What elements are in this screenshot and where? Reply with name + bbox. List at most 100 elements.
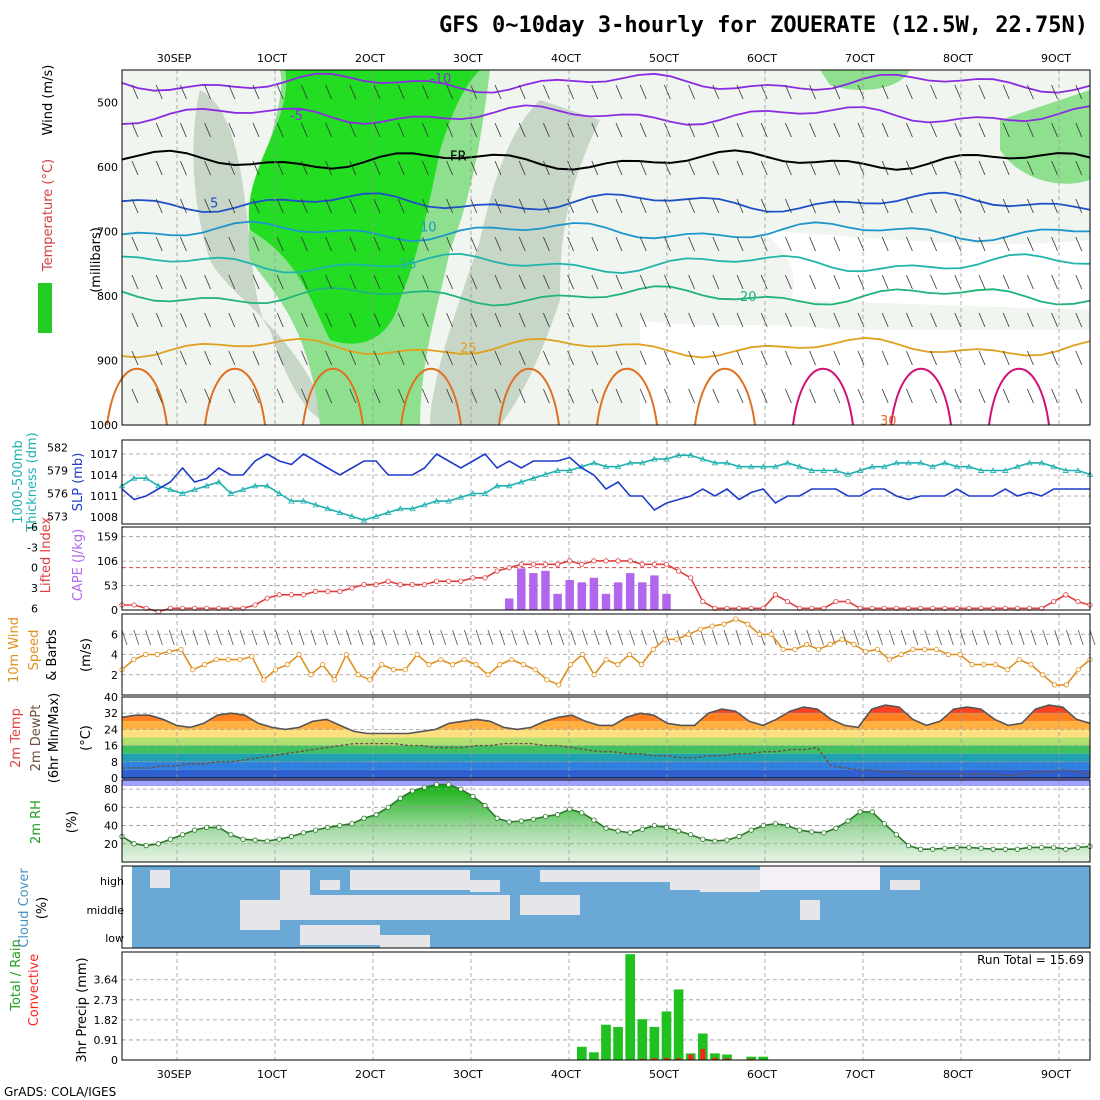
wind-barb	[518, 236, 526, 252]
rh-line-point	[760, 822, 766, 829]
lifted-index-line-point	[325, 588, 331, 594]
y-tick-pressure: 600	[97, 161, 118, 174]
wind-speed-line-point	[520, 662, 526, 668]
wind-barb	[971, 629, 978, 646]
wind-barb	[228, 350, 236, 366]
rh-line-point	[1026, 844, 1033, 851]
wind-barb	[881, 84, 889, 100]
wind-barb	[906, 350, 913, 366]
wind-speed-line-point	[343, 651, 349, 658]
lifted-index-line-point	[228, 605, 234, 611]
lifted-index-line-point	[530, 561, 537, 567]
wind-barb	[978, 84, 986, 100]
wind-speed-line-point	[320, 662, 326, 668]
cloud-row-label: high	[100, 875, 124, 888]
wind-speed-line-point	[863, 648, 869, 655]
wind-barb	[664, 122, 671, 138]
x-tick-bottom: 8OCT	[943, 1068, 973, 1081]
wind-barb	[494, 198, 502, 214]
wind-barb	[1075, 236, 1083, 252]
wind-barb	[954, 312, 962, 328]
wind-barb	[1051, 198, 1058, 214]
wind-panel-frame	[121, 613, 1091, 696]
slp-tick: 1014	[90, 469, 118, 482]
wind-barb	[591, 274, 599, 290]
wind-barb	[373, 160, 381, 176]
wind-barb	[664, 350, 671, 366]
wind-speed-line-point	[945, 651, 951, 658]
lifted-index-line-point	[1051, 598, 1057, 605]
x-tick-top: 7OCT	[845, 52, 875, 65]
wind-barb	[518, 84, 526, 100]
wind-barb	[688, 198, 695, 214]
wind-barb	[180, 84, 187, 100]
wind-barb	[906, 312, 913, 328]
wind-barb	[1027, 388, 1034, 404]
wind-barb	[954, 198, 962, 214]
wind-barb	[543, 198, 550, 214]
convective-bar	[688, 1054, 694, 1060]
wind-barb	[877, 629, 883, 646]
wind-barb	[833, 350, 841, 366]
li-tick: -6	[27, 521, 38, 534]
rh-line-point	[954, 844, 960, 851]
wind-speed-line-point	[721, 621, 727, 627]
lifted-index-line-point	[893, 605, 900, 611]
lifted-index-line-point	[361, 582, 367, 588]
wind-barb	[204, 236, 211, 252]
lifted-index-line-point	[603, 558, 609, 564]
cloud-clear-block	[800, 900, 820, 920]
y-axis-label: (millibars)	[89, 227, 104, 293]
wind-barb	[131, 350, 139, 366]
wind-barb	[785, 236, 792, 252]
lifted-index-line-point	[663, 561, 670, 567]
wind-barb	[275, 629, 281, 646]
wind-barb	[1075, 198, 1083, 214]
wind-barb	[131, 388, 139, 404]
x-tick-bottom: 1OCT	[257, 1068, 287, 1081]
wind-barb	[475, 629, 482, 646]
temp-band	[122, 753, 1090, 762]
wind-barb	[881, 198, 889, 214]
wind-speed-line-point	[627, 651, 633, 658]
wind-barb	[133, 629, 140, 646]
wind-barb	[228, 236, 236, 252]
wind-barb	[228, 274, 236, 290]
wind-barb	[1002, 198, 1010, 214]
wind-speed-line-point	[780, 646, 786, 653]
wind-barb	[615, 122, 623, 138]
convective-bar	[639, 1058, 645, 1060]
rh-line-point	[736, 833, 742, 840]
thickness-label-1: 1000-500mb	[11, 440, 26, 524]
precip-bar	[746, 1056, 757, 1060]
wind-barb	[121, 629, 128, 646]
rh-line-point	[845, 818, 851, 824]
rh-line-point	[542, 813, 549, 820]
wind-barb	[615, 388, 623, 404]
wind-barb	[906, 388, 913, 404]
wind-barb	[605, 629, 612, 646]
wind-tick: 4	[111, 649, 118, 662]
wind-speed-line-point	[886, 656, 892, 663]
precip-tick: 2.73	[94, 994, 119, 1007]
wind-barb	[252, 350, 260, 366]
wind-barb	[688, 122, 695, 138]
rh-line-point	[1051, 844, 1057, 851]
wind-barb	[906, 84, 913, 100]
wind-barb	[959, 629, 966, 646]
wind-speed-line-point	[638, 662, 645, 668]
wind-barb	[1002, 160, 1010, 176]
wind-barb	[204, 312, 211, 328]
lifted-index-line-point	[542, 561, 549, 567]
wind-barb	[639, 122, 647, 138]
wind-barb	[582, 629, 588, 646]
wind-barb	[688, 160, 695, 176]
precip-bar	[710, 1053, 720, 1060]
wind-barb	[155, 312, 163, 328]
wind-barb	[345, 629, 352, 646]
lifted-index-line-point	[796, 605, 803, 611]
wind-speed-line-point	[1028, 662, 1034, 668]
wind-barb	[518, 160, 526, 176]
wind-barb	[470, 312, 478, 328]
